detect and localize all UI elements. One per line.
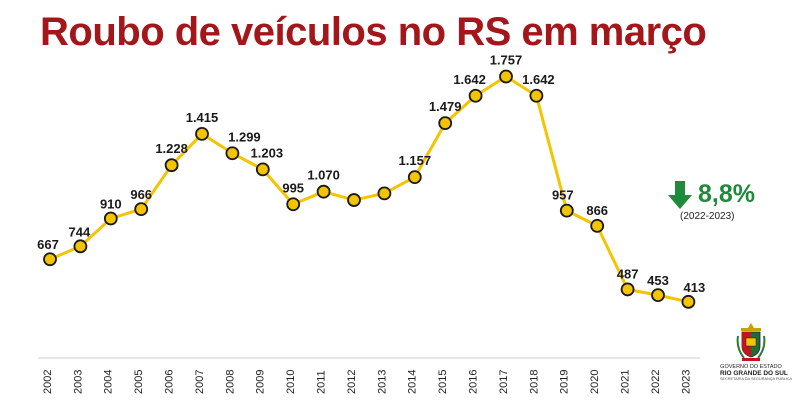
data-label: 453 — [647, 273, 669, 288]
x-tick-label: 2013 — [376, 370, 388, 394]
data-label: 487 — [617, 266, 639, 281]
x-tick-label: 2010 — [285, 370, 297, 394]
x-tick-label: 2017 — [498, 370, 510, 394]
data-point — [590, 218, 605, 233]
data-point — [286, 197, 301, 212]
data-point — [407, 170, 422, 184]
data-point — [620, 282, 635, 297]
series-line — [49, 75, 689, 304]
data-point — [377, 186, 392, 201]
x-tick-label: 2021 — [620, 370, 632, 394]
x-tick-label: 2002 — [42, 370, 54, 394]
x-tick-label: 2003 — [72, 370, 84, 394]
government-logo: GOVERNO DO ESTADO RIO GRANDE DO SUL SECR… — [720, 322, 793, 381]
data-point — [559, 203, 574, 218]
data-point — [43, 252, 57, 267]
data-label: 1.415 — [186, 110, 219, 125]
data-label: 667 — [37, 237, 59, 252]
change-callout: 8,8% (2022-2023) — [668, 180, 755, 222]
change-period: (2022-2023) — [680, 211, 735, 222]
data-point — [651, 288, 665, 303]
data-label: 910 — [100, 197, 122, 212]
x-tick-label: 2004 — [103, 370, 115, 394]
x-tick-label: 2009 — [255, 370, 267, 394]
data-label: 1.642 — [453, 72, 486, 87]
x-tick-label: 2008 — [224, 370, 236, 394]
x-tick-label: 2018 — [528, 370, 540, 394]
data-point — [499, 69, 513, 84]
x-tick-label: 2007 — [194, 370, 206, 394]
data-label: 995 — [282, 180, 304, 195]
data-point — [195, 126, 209, 141]
data-label: 413 — [684, 280, 706, 295]
change-percentage: 8,8% — [698, 180, 755, 208]
data-label: 744 — [69, 224, 91, 239]
data-label: 1.157 — [399, 153, 432, 168]
x-tick-label: 2006 — [164, 370, 176, 394]
data-point — [164, 158, 179, 173]
x-tick-label: 2005 — [133, 370, 145, 394]
data-point — [103, 211, 118, 226]
x-tick-label: 2011 — [316, 370, 328, 394]
coat-of-arms-icon — [736, 323, 766, 361]
data-label: 1.479 — [429, 99, 462, 114]
data-point — [438, 116, 453, 131]
logo-line-1: GOVERNO DO ESTADO — [720, 364, 782, 370]
data-label: 1.757 — [490, 53, 523, 68]
x-tick-label: 2014 — [407, 370, 419, 394]
logo-line-2: RIO GRANDE DO SUL — [720, 370, 788, 377]
data-label: 966 — [130, 187, 152, 202]
data-point — [73, 239, 88, 254]
x-tick-label: 2023 — [680, 370, 692, 394]
logo-line-3: SECRETARIA DA SEGURANÇA PÚBLICA — [720, 377, 793, 381]
x-tick-label: 2012 — [346, 370, 358, 394]
data-point — [134, 202, 149, 217]
data-point — [468, 88, 483, 103]
data-label: 1.228 — [155, 141, 188, 156]
chart-title: Roubo de veículos no RS em março — [40, 10, 707, 54]
x-tick-label: 2020 — [589, 370, 601, 394]
down-arrow-icon — [668, 180, 692, 209]
data-label: 866 — [586, 203, 608, 218]
data-label: 1.070 — [307, 168, 340, 183]
data-label: 957 — [552, 188, 574, 203]
x-tick-label: 2016 — [468, 370, 480, 394]
data-label: 1.642 — [522, 72, 555, 87]
x-tick-label: 2019 — [559, 370, 571, 394]
data-label: 1.299 — [228, 129, 261, 144]
data-point — [225, 146, 240, 161]
data-label: 1.203 — [251, 145, 284, 160]
data-point — [347, 193, 361, 207]
data-point — [255, 162, 270, 177]
data-point — [316, 184, 331, 199]
data-point — [681, 294, 696, 309]
x-tick-label: 2022 — [650, 370, 662, 394]
x-tick-label: 2015 — [437, 370, 449, 394]
data-point — [529, 88, 544, 103]
